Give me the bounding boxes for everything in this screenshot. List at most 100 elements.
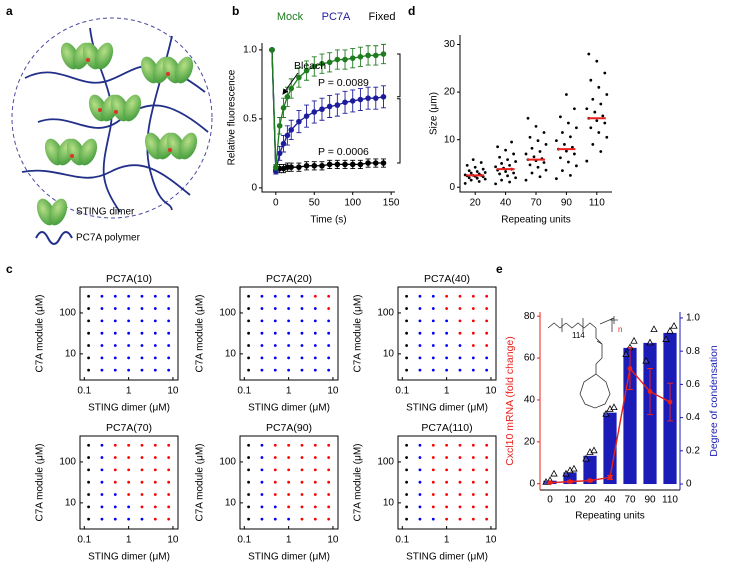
data-point: [589, 126, 592, 129]
grid-point: [154, 369, 157, 372]
x-axis-label: STING dimer (μM): [88, 552, 170, 563]
grid-point: [405, 356, 408, 359]
grid-point: [287, 295, 290, 298]
data-point: [525, 153, 528, 156]
data-point: [529, 163, 532, 166]
grid-point: [445, 356, 448, 359]
grid-point: [485, 307, 488, 310]
data-point: [350, 55, 356, 61]
grid-point: [261, 295, 264, 298]
y-tick-label: 100: [219, 457, 236, 468]
data-point: [470, 179, 473, 182]
grid-point: [247, 468, 250, 471]
annotation: P = 0.0006: [318, 146, 369, 158]
data-point: [531, 172, 534, 175]
grid-point: [141, 456, 144, 459]
data-point: [573, 107, 576, 110]
grid-point: [87, 444, 90, 447]
grid-point: [114, 444, 117, 447]
grid-point: [485, 319, 488, 322]
data-point: [504, 149, 507, 152]
grid-point: [154, 295, 157, 298]
data-point: [281, 141, 287, 147]
y-tick-label: 100: [377, 308, 394, 319]
grid-point: [247, 319, 250, 322]
data-point: [373, 160, 379, 166]
grid-point: [141, 307, 144, 310]
y-axis-label: Relative fluorescence: [227, 69, 238, 165]
data-point: [565, 93, 568, 96]
y-axis-label: Cxcl10 mRNA (fold change): [504, 336, 516, 466]
grid-point: [445, 444, 448, 447]
data-point: [543, 161, 546, 164]
grid-point: [419, 518, 422, 521]
data-point: [464, 173, 467, 176]
data-point: [500, 162, 503, 165]
grid-point: [101, 295, 104, 298]
x-tick-label: 10: [167, 535, 179, 546]
grid-point: [167, 307, 170, 310]
grid-point: [154, 344, 157, 347]
grid-point: [327, 444, 330, 447]
grid-point: [485, 456, 488, 459]
grid-point: [419, 369, 422, 372]
grid-point: [141, 493, 144, 496]
grid-point: [154, 518, 157, 521]
data-point: [595, 119, 598, 122]
data-point: [555, 177, 558, 180]
data-point: [506, 158, 509, 161]
grid-point: [472, 307, 475, 310]
x-tick-label: 90: [561, 198, 573, 209]
panel-title: PC7A(20): [266, 273, 312, 285]
grid-point: [101, 481, 104, 484]
grid-point: [274, 344, 277, 347]
grid-point: [167, 369, 170, 372]
data-point: [365, 53, 371, 59]
y-axis-label: C7A module (μM): [353, 443, 364, 521]
data-point: [466, 164, 469, 167]
x-axis-label: STING dimer (μM): [88, 403, 170, 414]
grid-point: [261, 481, 264, 484]
grid-point: [247, 518, 250, 521]
grid-point: [459, 307, 462, 310]
data-point: [597, 86, 600, 89]
data-point: [474, 166, 477, 169]
y-tick-label: 0: [449, 182, 455, 193]
x-tick-label: 0.1: [395, 535, 409, 546]
grid-point: [419, 307, 422, 310]
y-tick-label: 10: [225, 498, 237, 509]
grid-point: [247, 444, 250, 447]
grid-point: [127, 369, 130, 372]
y-axis-label: C7A module (μM): [35, 443, 46, 521]
grid-point: [101, 468, 104, 471]
grid-point: [459, 332, 462, 335]
grid-point: [432, 493, 435, 496]
grid-point: [87, 356, 90, 359]
y-tick-label: 100: [59, 308, 76, 319]
data-point: [365, 95, 371, 101]
data-point: [327, 162, 333, 168]
grid-point: [154, 481, 157, 484]
data-point: [373, 53, 379, 59]
grid-point: [261, 344, 264, 347]
grid-point: [154, 332, 157, 335]
grid-point: [445, 344, 448, 347]
grid-point: [301, 468, 304, 471]
data-point: [285, 133, 291, 139]
data-point: [648, 389, 653, 394]
data-point: [494, 165, 497, 168]
grid-point: [301, 493, 304, 496]
x-axis-label: STING dimer (μM): [248, 552, 330, 563]
grid-point: [101, 369, 104, 372]
y-tick-label: 80: [524, 311, 536, 322]
binding-site: [114, 110, 118, 114]
grid-point: [472, 456, 475, 459]
grid-point: [301, 481, 304, 484]
x-tick-label: 20: [584, 495, 596, 506]
data-point: [350, 98, 356, 104]
data-point: [601, 114, 604, 117]
grid-point: [101, 356, 104, 359]
grid-point: [247, 356, 250, 359]
grid-point: [485, 468, 488, 471]
binding-site: [168, 148, 172, 152]
